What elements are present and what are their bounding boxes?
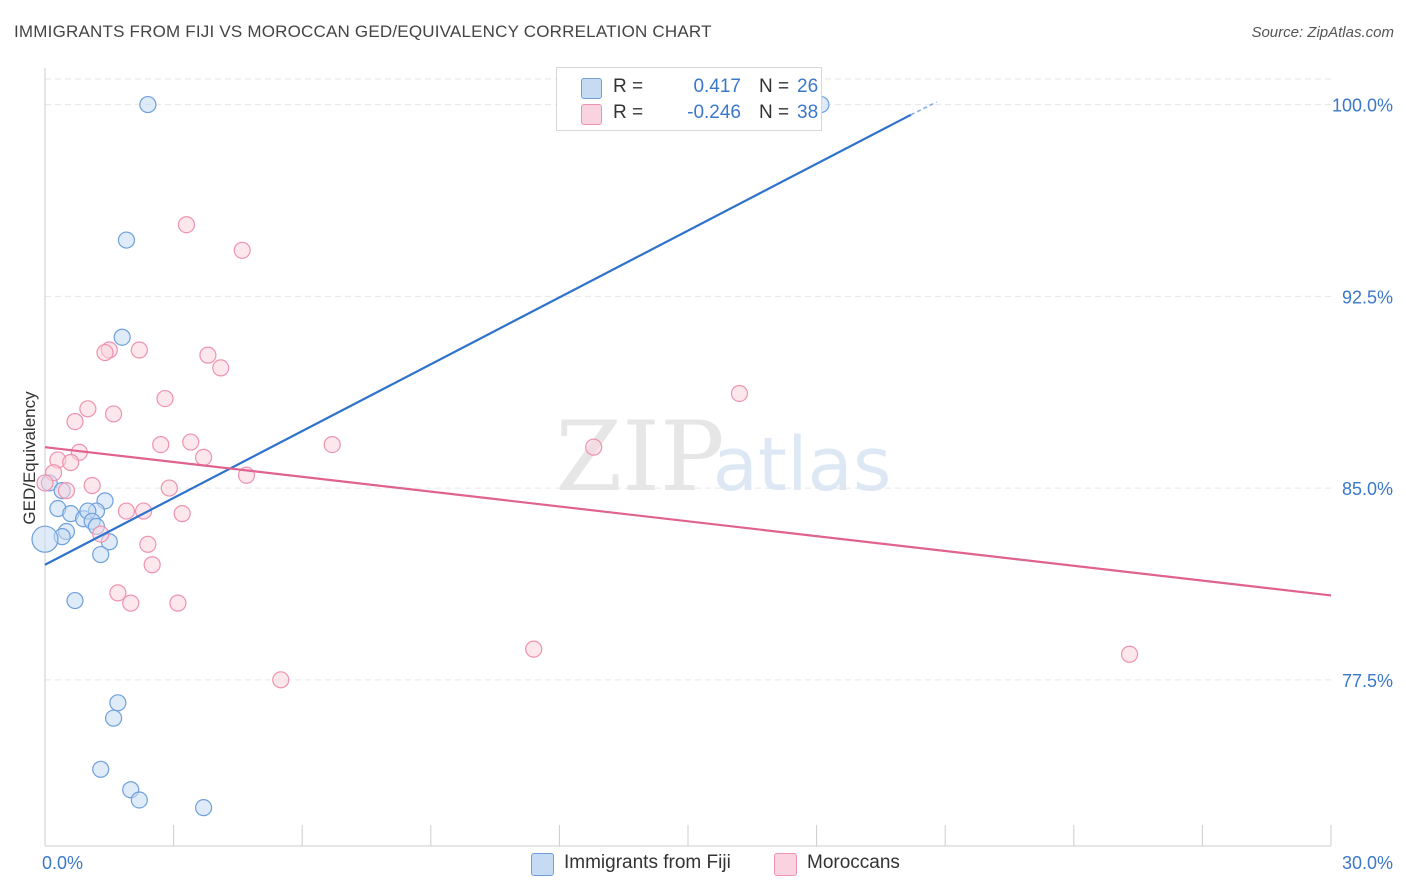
legend-n-label: N = [759,76,790,97]
x-tick-label: 30.0% [1342,853,1393,873]
legend-swatch-fiji [581,78,602,99]
fiji-point [109,694,127,712]
fiji-trend-extension [910,101,937,116]
moroccan-point [160,479,178,497]
moroccan-point [199,346,217,364]
moroccan-point [104,405,123,423]
moroccan-point [109,584,127,602]
moroccan-point [122,594,140,612]
moroccan-point [195,448,213,466]
fiji-point [66,591,84,610]
fiji-point [117,231,136,249]
fiji-point [31,525,59,553]
bottom-legend-label-moroccans: Moroccans [807,852,900,873]
moroccan-point [96,343,114,362]
moroccan-point [525,640,543,658]
correlation-legend: R = 0.417 N = 26 R = -0.246 N = 38 [556,67,822,131]
moroccan-point [730,384,749,403]
legend-n-value: 38 [797,102,819,123]
bottom-legend-swatch-fiji [531,853,554,876]
bottom-legend-swatch-moroccans [774,853,797,876]
source-label: Source: ZipAtlas.com [1251,24,1394,41]
moroccan-point [79,400,97,418]
moroccan-point [585,438,603,456]
fiji-point [139,95,157,114]
moroccan-point [177,216,196,234]
moroccan-point [57,482,76,500]
moroccan-point [212,359,230,377]
legend-r-value: 0.417 [693,76,741,97]
moroccan-trend-line [44,446,1332,597]
moroccan-point [1120,645,1139,663]
watermark-zip: ZIP [555,401,724,513]
fiji-point [113,328,131,346]
moroccan-point [130,341,148,359]
y-tick-label: 77.5% [1342,671,1393,691]
moroccan-point [139,535,157,553]
legend-swatch-moroccans [581,104,602,125]
moroccan-point [117,502,136,520]
moroccan-point [62,453,80,472]
moroccan-point [182,433,200,451]
moroccan-point [169,594,187,612]
fiji-point [92,545,110,564]
y-axis-label: GED/Equivalency [20,391,39,525]
moroccan-point [83,476,101,495]
moroccan-point [36,474,54,492]
watermark-atlas: atlas [713,422,892,508]
chart-title: IMMIGRANTS FROM FIJI VS MOROCCAN GED/EQU… [14,22,712,41]
bottom-legend-label-fiji: Immigrants from Fiji [564,852,731,873]
fiji-trend-line [44,113,912,566]
legend-r-value: -0.246 [687,102,741,123]
moroccan-point [233,241,251,259]
fiji-point [104,709,123,727]
moroccan-point [66,412,84,431]
y-tick-label: 100.0% [1332,96,1393,116]
fiji-point [195,799,213,817]
y-tick-label: 92.5% [1342,287,1393,307]
moroccan-point [272,671,290,689]
legend-n-value: 26 [797,76,819,97]
x-tick-label: 0.0% [42,853,83,873]
y-tick-label: 85.0% [1342,479,1393,499]
legend-r-label: R = [613,102,644,123]
moroccan-point [173,505,191,523]
moroccan-point [152,436,170,454]
fiji-point [92,760,110,778]
moroccan-point [143,556,161,574]
legend-n-label: N = [759,102,790,123]
moroccan-point [156,389,174,408]
moroccan-point [323,436,341,454]
fiji-point [130,791,148,809]
legend-r-label: R = [613,76,644,97]
